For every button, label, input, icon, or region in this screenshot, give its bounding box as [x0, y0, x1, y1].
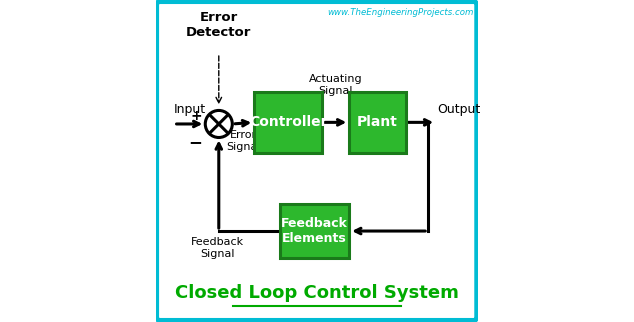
Text: Controller: Controller: [249, 115, 327, 129]
Text: Output: Output: [437, 103, 481, 116]
FancyBboxPatch shape: [254, 92, 322, 153]
Text: Feedback
Elements: Feedback Elements: [281, 217, 348, 245]
FancyBboxPatch shape: [157, 2, 477, 320]
Text: www.TheEngineeringProjects.com: www.TheEngineeringProjects.com: [327, 8, 473, 17]
FancyBboxPatch shape: [349, 92, 406, 153]
Text: Closed Loop Control System: Closed Loop Control System: [175, 284, 459, 302]
Text: Actuating
Signal: Actuating Signal: [309, 74, 362, 96]
FancyBboxPatch shape: [280, 204, 349, 258]
Text: −: −: [188, 133, 202, 151]
Text: +: +: [190, 109, 202, 123]
Text: Plant: Plant: [357, 115, 398, 129]
Text: Feedback
Signal: Feedback Signal: [191, 238, 243, 259]
Text: Input: Input: [174, 103, 206, 116]
Text: Error
Detector: Error Detector: [186, 11, 252, 39]
Circle shape: [205, 110, 232, 137]
Text: Error
Signal: Error Signal: [226, 130, 261, 152]
